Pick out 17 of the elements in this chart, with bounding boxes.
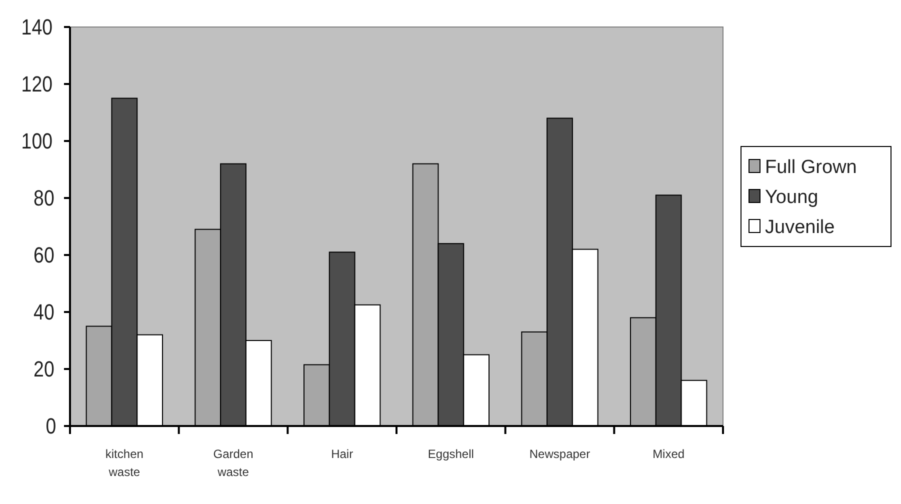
y-tick-label: 100 (21, 130, 52, 154)
x-tick-label: Garden waste (213, 447, 254, 479)
y-tick-label: 80 (34, 187, 54, 212)
legend-label: Full Grown (765, 157, 857, 178)
y-tick-label: 40 (34, 301, 54, 326)
x-tick-label: Newspaper (529, 447, 590, 461)
y-tick-label: 140 (21, 16, 52, 40)
x-tick-label: Eggshell (428, 447, 474, 461)
y-tick-label: 0 (46, 415, 56, 440)
y-tick-label: 120 (21, 73, 52, 98)
y-tick-label: 60 (34, 244, 54, 268)
legend-label: Young (765, 187, 818, 208)
x-tick-label: Mixed (652, 447, 685, 461)
legend-label: Juvenile (765, 217, 835, 238)
x-tick-label: Hair (331, 447, 354, 461)
y-tick-label: 20 (34, 358, 54, 382)
x-tick-label: kitchen waste (105, 447, 144, 479)
